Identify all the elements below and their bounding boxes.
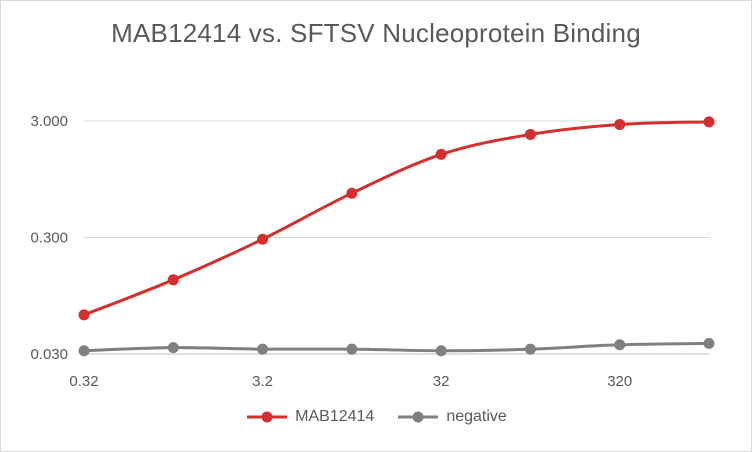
data-point-negative <box>78 345 90 357</box>
legend-swatch-negative <box>398 411 439 423</box>
data-point-negative <box>257 343 269 355</box>
series-line-negative <box>82 341 711 353</box>
legend-item-mab12414: MAB12414 <box>245 408 374 426</box>
series-line-mab12414 <box>82 120 711 317</box>
chart-title: MAB12414 vs. SFTSV Nucleoprotein Binding <box>111 18 641 48</box>
legend-item-negative: negative <box>396 408 507 426</box>
data-point-negative <box>346 343 358 355</box>
data-point-mab12414 <box>703 116 715 128</box>
data-point-negative <box>435 345 447 357</box>
legend-label-mab12414: MAB12414 <box>295 408 375 425</box>
x-tick-label: 32 <box>433 373 450 390</box>
data-point-mab12414 <box>167 274 179 286</box>
data-point-mab12414 <box>346 187 358 199</box>
data-point-negative <box>614 339 626 351</box>
data-point-mab12414 <box>257 233 269 245</box>
x-tick-label: 0.32 <box>69 373 98 390</box>
x-tick-label: 320 <box>607 373 632 390</box>
y-tick-label: 0.300 <box>30 230 68 247</box>
y-tick-label: 3.000 <box>30 113 68 130</box>
data-point-negative <box>524 343 536 355</box>
data-point-mab12414 <box>524 128 536 140</box>
data-point-mab12414 <box>435 148 447 160</box>
data-point-mab12414 <box>78 309 90 321</box>
data-point-negative <box>703 337 715 349</box>
data-point-negative <box>167 342 179 354</box>
x-tick-label: 3.2 <box>252 373 273 390</box>
legend-swatch-mab12414 <box>247 411 288 423</box>
data-point-mab12414 <box>614 118 626 130</box>
legend-label-negative: negative <box>446 408 507 425</box>
y-tick-label: 0.030 <box>30 346 68 363</box>
chart-legend: MAB12414 negative <box>0 408 752 426</box>
